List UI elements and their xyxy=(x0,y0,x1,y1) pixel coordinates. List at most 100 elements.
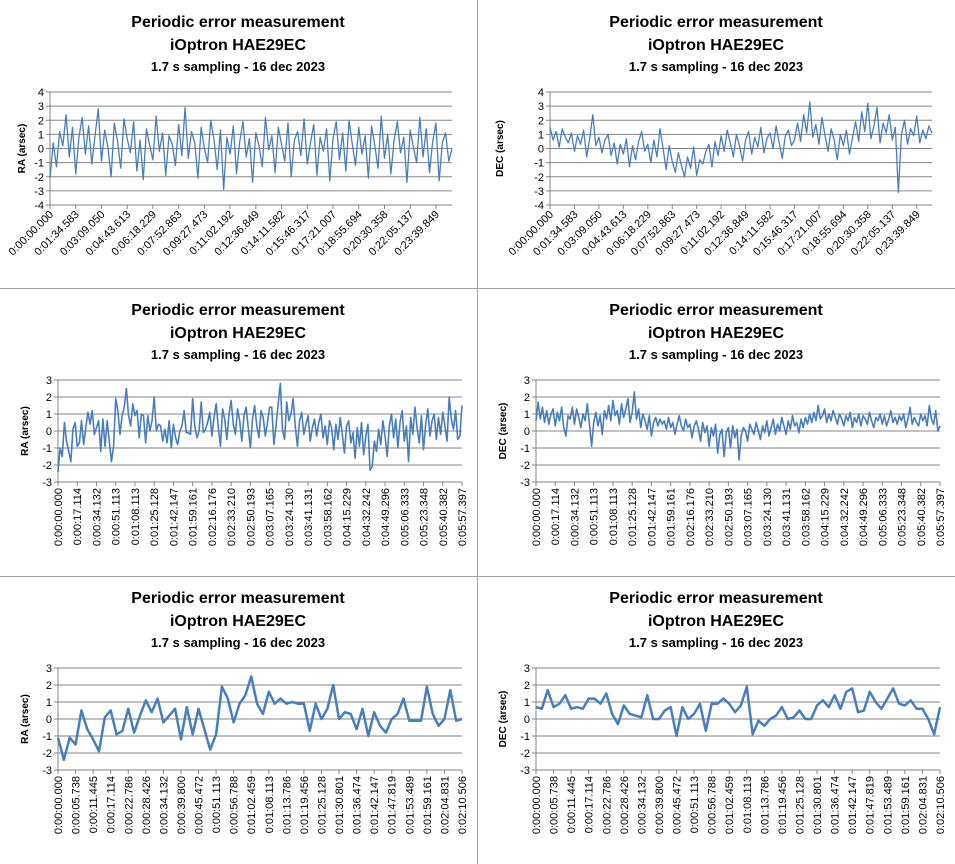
x-tick-label: 0:00:56.788 xyxy=(707,776,719,834)
x-tick-label: 0:00:39.800 xyxy=(654,776,666,834)
x-tick-label: 0:00:39.800 xyxy=(176,776,188,834)
x-tick-label: 0:02:50.193 xyxy=(245,488,257,546)
chart: Periodic error measurement iOptron HAE29E… xyxy=(498,302,947,546)
x-tick-label: 0:01:30.801 xyxy=(334,776,346,834)
y-tick-label: -1 xyxy=(42,731,52,743)
x-tick-label: 0:05:40.382 xyxy=(438,488,450,546)
y-tick-label: 2 xyxy=(538,115,544,127)
x-tick-label: 0:04:32.242 xyxy=(361,488,373,546)
y-tick-label: 3 xyxy=(538,101,544,113)
x-tick-label: 0:01:59.161 xyxy=(900,776,912,834)
y-tick-label: -2 xyxy=(42,460,52,472)
y-tick-label: -3 xyxy=(534,186,544,198)
x-tick-label: 0:02:10.506 xyxy=(457,776,469,834)
y-tick-label: 2 xyxy=(46,680,52,692)
x-tick-label: 0:05:40.382 xyxy=(916,488,928,546)
x-tick-label: 0:01:08.113 xyxy=(130,488,142,545)
x-tick-label: 0:00:45.472 xyxy=(672,776,684,834)
x-tick-label: 0:00:45.472 xyxy=(194,776,206,834)
x-tick-label: 0:04:49.296 xyxy=(858,488,870,546)
y-axis-label: DEC (arsec) xyxy=(495,120,506,177)
x-tick-label: 0:01:42.147 xyxy=(847,776,859,834)
x-tick-label: 0:01:42.147 xyxy=(646,488,658,546)
y-tick-label: 0 xyxy=(524,714,530,726)
chart-title: Periodic error measurement xyxy=(131,302,345,319)
x-tick-label: 0:01:13.786 xyxy=(281,776,293,834)
x-tick-label: 0:00:22.786 xyxy=(601,776,613,834)
y-tick-label: 1 xyxy=(38,129,44,141)
x-tick-label: 0:01:53.489 xyxy=(882,776,894,834)
x-tick-label: 0:00:00.000 xyxy=(53,776,65,834)
x-tick-label: 0:00:00.000 xyxy=(531,776,543,834)
y-axis-label: RA (arsec) xyxy=(20,406,31,456)
x-tick-label: 0:00:51.113 xyxy=(689,776,701,833)
x-tick-label: 0:00:22.786 xyxy=(123,776,135,834)
y-tick-label: -4 xyxy=(534,200,544,212)
chart-title: iOptron HAE29EC xyxy=(648,37,784,54)
chart-title: Periodic error measurement xyxy=(609,590,823,607)
x-tick-label: 0:03:24.130 xyxy=(762,488,774,546)
data-line xyxy=(57,382,463,472)
x-tick-label: 0:03:41.131 xyxy=(781,488,793,546)
x-tick-label: 0:01:25.128 xyxy=(627,488,639,546)
x-tick-label: 0:01:25.128 xyxy=(149,488,161,546)
chart-title: Periodic error measurement xyxy=(609,302,823,319)
y-tick-label: -2 xyxy=(534,172,544,184)
y-tick-label: -2 xyxy=(34,172,44,184)
chart-title: iOptron HAE29EC xyxy=(170,325,306,342)
x-tick-label: 0:01:59.161 xyxy=(666,488,678,546)
y-tick-label: 1 xyxy=(46,409,52,421)
y-tick-label: -3 xyxy=(34,186,44,198)
y-tick-label: 3 xyxy=(38,101,44,113)
x-tick-label: 0:00:11.445 xyxy=(566,776,578,833)
x-tick-label: 0:03:41.131 xyxy=(303,488,315,546)
x-tick-label: 0:01:36.474 xyxy=(830,776,842,834)
chart-subtitle: 1.7 s sampling - 16 dec 2023 xyxy=(151,635,325,650)
x-tick-label: 0:00:51.113 xyxy=(111,488,123,545)
y-tick-label: 0 xyxy=(538,144,544,156)
x-tick-label: 0:05:57.397 xyxy=(457,488,469,546)
x-tick-label: 0:02:33.210 xyxy=(704,488,716,546)
x-tick-label: 0:03:58.162 xyxy=(322,488,334,546)
x-tick-label: 0:05:57.397 xyxy=(935,488,947,546)
x-tick-label: 0:02:04.831 xyxy=(439,776,451,834)
x-tick-label: 0:04:15.229 xyxy=(820,488,832,546)
data-line xyxy=(56,675,463,762)
x-tick-label: 0:02:16.176 xyxy=(207,488,219,546)
y-tick-label: -1 xyxy=(34,158,44,170)
x-tick-label: 0:00:05.738 xyxy=(71,776,83,834)
x-tick-label: 0:02:50.193 xyxy=(723,488,735,546)
y-axis-label: RA (arsec) xyxy=(17,124,28,174)
x-tick-label: 0:00:34.132 xyxy=(636,776,648,834)
chart-subtitle: 1.7 s sampling - 16 dec 2023 xyxy=(629,635,803,650)
data-line xyxy=(535,391,941,461)
y-tick-label: 2 xyxy=(524,392,530,404)
chart-title: iOptron HAE29EC xyxy=(648,325,784,342)
x-tick-label: 0:01:42.147 xyxy=(168,488,180,546)
chart-subtitle: 1.7 s sampling - 16 dec 2023 xyxy=(629,59,803,74)
x-tick-label: 0:00:05.738 xyxy=(549,776,561,834)
x-tick-label: 0:04:32.242 xyxy=(839,488,851,546)
y-tick-label: -2 xyxy=(42,748,52,760)
x-tick-label: 0:03:24.130 xyxy=(284,488,296,546)
x-tick-label: 0:02:16.176 xyxy=(685,488,697,546)
chart-subtitle: 1.7 s sampling - 16 dec 2023 xyxy=(629,347,803,362)
chart-subtitle: 1.7 s sampling - 16 dec 2023 xyxy=(151,59,325,74)
chart: Periodic error measurement iOptron HAE29E… xyxy=(20,590,469,834)
y-tick-label: -2 xyxy=(520,460,530,472)
x-tick-label: 0:00:51.113 xyxy=(211,776,223,833)
x-tick-label: 0:00:34.132 xyxy=(569,488,581,546)
x-tick-label: 0:01:25.128 xyxy=(316,776,328,834)
x-tick-label: 0:01:13.786 xyxy=(759,776,771,834)
chart: Periodic error measurement iOptron HAE29E… xyxy=(20,302,469,546)
y-tick-label: 0 xyxy=(38,144,44,156)
x-tick-label: 0:01:47.819 xyxy=(387,776,399,834)
chart-title: Periodic error measurement xyxy=(609,14,823,31)
x-tick-label: 0:01:19.456 xyxy=(777,776,789,834)
data-line xyxy=(535,685,942,738)
x-tick-label: 0:03:07.165 xyxy=(743,488,755,546)
y-axis-label: DEC (arsec) xyxy=(498,691,509,748)
y-tick-label: -1 xyxy=(42,443,52,455)
y-tick-label: -1 xyxy=(534,158,544,170)
